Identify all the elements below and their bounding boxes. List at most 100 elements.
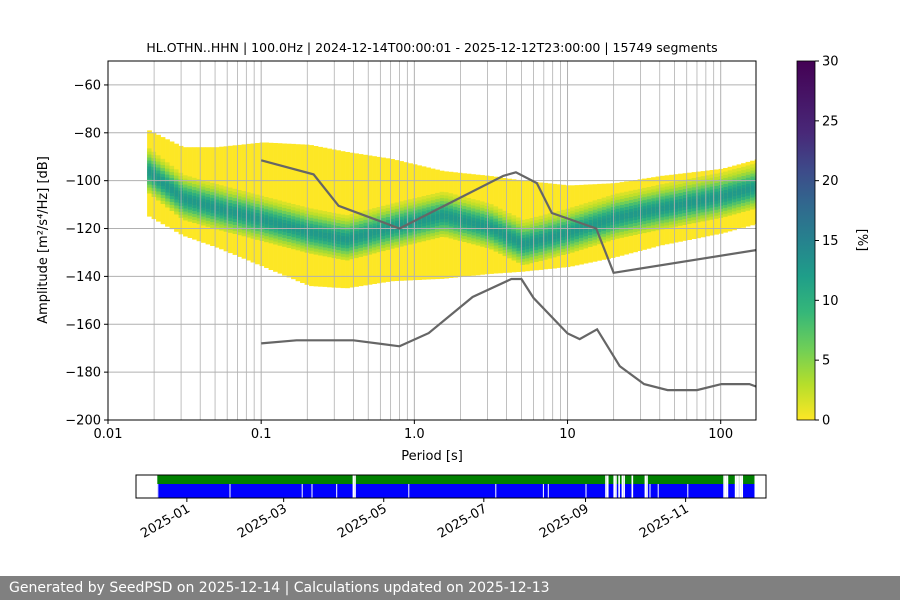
psd-density-cell bbox=[529, 230, 535, 234]
y-tick-label: −100 bbox=[65, 174, 101, 189]
psd-column bbox=[421, 166, 427, 280]
psd-density-cell bbox=[588, 201, 593, 206]
psd-density-cell bbox=[489, 219, 494, 223]
availability-gap-lower bbox=[687, 484, 689, 498]
psd-density-cell bbox=[156, 170, 161, 174]
psd-density-cell bbox=[579, 219, 584, 223]
psd-density-cell bbox=[453, 200, 458, 204]
psd-density-cell bbox=[727, 185, 733, 189]
psd-density-cell bbox=[448, 193, 454, 197]
psd-density-cell bbox=[570, 231, 575, 235]
psd-density-cell bbox=[394, 214, 400, 218]
psd-density-cell bbox=[705, 187, 710, 191]
psd-density-cell bbox=[723, 210, 728, 214]
psd-density-cell bbox=[466, 221, 472, 226]
psd-density-cell bbox=[273, 241, 278, 245]
psd-density-cell bbox=[291, 216, 296, 220]
psd-density-cell bbox=[228, 187, 233, 191]
psd-column bbox=[615, 182, 620, 257]
psd-density-cell bbox=[655, 209, 661, 213]
psd-density-cell bbox=[376, 228, 382, 232]
y-tick-label: −180 bbox=[65, 366, 101, 381]
psd-density-cell bbox=[228, 214, 233, 218]
psd-density-cell bbox=[201, 216, 206, 220]
psd-density-cell bbox=[241, 224, 247, 228]
psd-density-cell bbox=[592, 203, 598, 207]
x-tick-label: 0.1 bbox=[251, 427, 272, 442]
psd-density-cell bbox=[363, 246, 368, 250]
psd-density-cell bbox=[732, 211, 737, 215]
psd-density-cell bbox=[210, 218, 215, 223]
psd-density-cell bbox=[637, 230, 643, 234]
psd-density-cell bbox=[732, 187, 737, 191]
psd-density-cell bbox=[435, 198, 440, 203]
psd-density-cell bbox=[574, 212, 580, 216]
psd-density-cell bbox=[417, 212, 422, 216]
psd-density-cell bbox=[385, 225, 391, 229]
psd-density-cell bbox=[448, 196, 454, 200]
psd-density-cell bbox=[295, 241, 301, 245]
psd-density-cell bbox=[669, 185, 674, 189]
psd-density-cell bbox=[705, 196, 710, 200]
psd-column bbox=[444, 171, 449, 279]
psd-density-cell bbox=[561, 236, 566, 241]
psd-density-cell bbox=[601, 197, 607, 201]
psd-density-cell bbox=[147, 163, 152, 167]
psd-density-cell bbox=[457, 201, 463, 205]
psd-density-cell bbox=[381, 214, 386, 219]
psd-column bbox=[682, 173, 688, 241]
psd-density-cell bbox=[660, 199, 665, 203]
psd-density-cell bbox=[237, 196, 242, 200]
psd-density-cell bbox=[745, 201, 751, 205]
psd-density-cell bbox=[471, 226, 476, 230]
psd-density-cell bbox=[651, 219, 656, 223]
psd-density-cell bbox=[475, 230, 481, 234]
psd-density-cell bbox=[696, 207, 701, 211]
psd-density-cell bbox=[237, 216, 242, 221]
psd-density-cell bbox=[255, 215, 260, 219]
psd-density-cell bbox=[525, 225, 530, 229]
psd-density-cell bbox=[228, 217, 233, 221]
psd-density-cell bbox=[516, 259, 521, 263]
psd-density-cell bbox=[183, 205, 188, 209]
psd-column bbox=[354, 153, 359, 287]
availability-gap-lower bbox=[542, 484, 544, 498]
psd-figure: HL.OTHN..HHN | 100.0Hz | 2024-12-14T00:0… bbox=[36, 40, 869, 542]
psd-density-cell bbox=[183, 175, 188, 179]
psd-density-cell bbox=[201, 210, 206, 214]
psd-density-cell bbox=[336, 219, 341, 223]
availability-gap bbox=[734, 475, 737, 498]
psd-density-cell bbox=[403, 203, 409, 207]
psd-density-cell bbox=[673, 181, 679, 185]
psd-density-cell bbox=[223, 225, 229, 229]
psd-density-cell bbox=[241, 221, 247, 225]
psd-density-cell bbox=[462, 217, 467, 222]
psd-density-cell bbox=[583, 236, 589, 240]
psd-column bbox=[727, 166, 733, 232]
psd-column bbox=[237, 144, 242, 257]
psd-density-cell bbox=[475, 233, 481, 237]
psd-density-cell bbox=[601, 209, 607, 213]
psd-density-cell bbox=[502, 225, 508, 230]
psd-density-cell bbox=[466, 224, 472, 229]
psd-density-cell bbox=[147, 181, 152, 185]
psd-density-cell bbox=[646, 219, 652, 224]
psd-density-cell bbox=[516, 250, 521, 254]
psd-density-cell bbox=[336, 237, 341, 241]
psd-density-cell bbox=[381, 244, 386, 249]
psd-density-cell bbox=[466, 236, 472, 241]
psd-density-cell bbox=[529, 218, 535, 222]
availability-timeline: 2025-01 2025-03 2025-05 2025-07 2025-09 2025-… bbox=[135, 474, 767, 542]
psd-column bbox=[300, 144, 305, 283]
psd-density-cell bbox=[633, 198, 638, 203]
psd-density-cell bbox=[322, 247, 328, 251]
psd-density-cell bbox=[646, 190, 652, 194]
psd-density-cell bbox=[345, 242, 350, 246]
psd-density-cell bbox=[277, 209, 283, 213]
psd-density-cell bbox=[714, 182, 719, 186]
psd-density-cell bbox=[322, 229, 328, 233]
psd-density-cell bbox=[241, 209, 247, 213]
psd-density-cell bbox=[174, 211, 179, 215]
psd-density-cell bbox=[714, 209, 719, 213]
psd-density-cell bbox=[691, 204, 697, 209]
